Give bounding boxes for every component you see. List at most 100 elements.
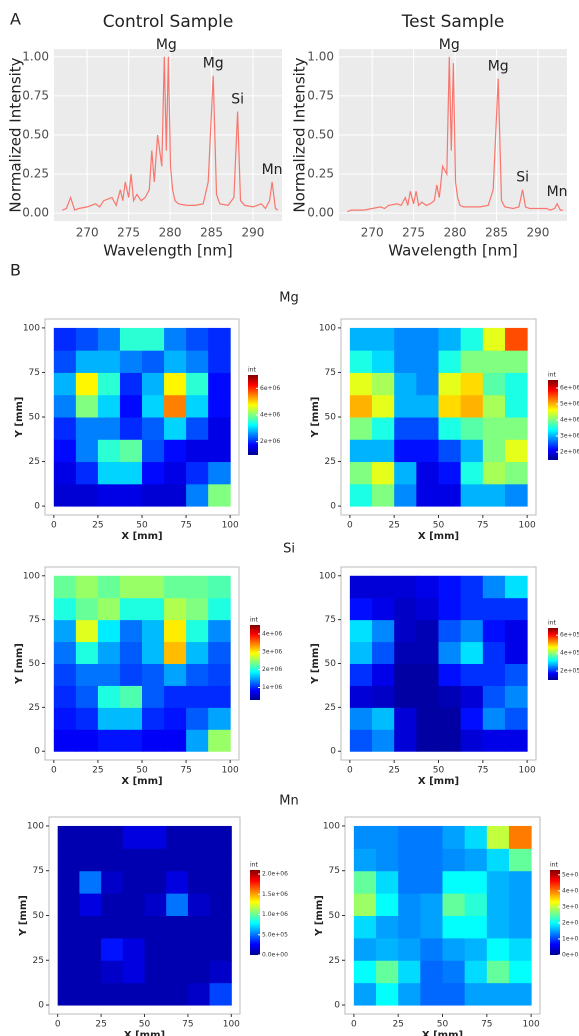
heat-cell	[144, 960, 167, 984]
x-tick-label: 100	[519, 521, 536, 531]
heat-cell	[508, 960, 532, 984]
colorbar-label: 4e+06	[262, 630, 282, 637]
heat-cell	[394, 394, 417, 418]
heat-cell	[504, 619, 528, 643]
heat-cell	[376, 937, 399, 961]
heat-cell	[97, 641, 121, 664]
heat-cell	[144, 870, 167, 894]
x-tick-label: 75	[477, 521, 488, 531]
heat-cell	[460, 327, 484, 351]
heat-cell	[53, 685, 77, 708]
heat-cell	[504, 575, 528, 599]
x-tick-label: 50	[136, 766, 148, 776]
y-tick-label: 0	[334, 1001, 340, 1011]
heat-cell	[416, 729, 439, 752]
heat-cell	[416, 619, 439, 643]
heat-cell	[504, 483, 528, 507]
x-tick-label: 0	[55, 1020, 61, 1030]
heat-cell	[75, 350, 99, 373]
heat-cell	[372, 597, 395, 621]
heat-cell	[186, 417, 209, 440]
heat-cell	[398, 915, 421, 939]
x-tick-label: 75	[477, 766, 488, 776]
colorbar-label: 3e+0	[562, 903, 579, 910]
heat-cell	[166, 870, 189, 894]
heat-cell	[164, 327, 187, 351]
heat-cell	[504, 597, 528, 621]
heat-cell	[119, 483, 143, 507]
x-tick-label: 25	[388, 766, 399, 776]
y-tick-label: 0.25	[307, 167, 334, 181]
heat-cell	[142, 372, 165, 396]
x-tick-label: 100	[222, 766, 239, 776]
heat-cell	[142, 394, 165, 418]
heat-cell	[142, 327, 165, 351]
heat-cell	[460, 707, 484, 730]
heat-cell	[119, 729, 143, 752]
row-label: Si	[283, 542, 295, 557]
heat-cell	[442, 893, 466, 916]
heat-cell	[420, 848, 443, 872]
heat-cell	[482, 350, 506, 373]
colorbar-title: int	[550, 862, 558, 869]
heat-cell	[97, 394, 121, 418]
heat-cell	[186, 619, 209, 643]
heat-cell	[164, 461, 187, 485]
heat-cell	[209, 825, 232, 849]
heat-cell	[394, 327, 417, 351]
heat-cell	[142, 350, 165, 373]
heat-cell	[442, 982, 466, 1006]
heat-cell	[416, 417, 439, 440]
y-tick-label: 1.00	[22, 49, 49, 63]
chart-title: Test Sample	[401, 12, 505, 32]
y-tick-label: 50	[329, 911, 341, 921]
heat-cell	[394, 417, 417, 440]
colorbar-label: 2e+06	[260, 438, 280, 445]
heat-cell	[208, 461, 231, 485]
heat-cell	[119, 417, 143, 440]
panel-label: A	[10, 10, 21, 29]
heat-cell	[349, 372, 373, 396]
y-tick-label: 0.75	[307, 88, 334, 102]
heat-cell	[486, 848, 510, 872]
heat-cell	[504, 372, 528, 396]
heat-cell	[394, 641, 417, 664]
heat-cell	[486, 870, 510, 894]
y-tick-label: 75	[325, 368, 336, 378]
colorbar-label: 6e+06	[260, 385, 280, 392]
y-tick-label: 75	[329, 866, 340, 876]
heat-cell	[164, 685, 187, 708]
colorbar-title: int	[250, 617, 258, 624]
x-axis-label: X [mm]	[418, 531, 459, 542]
heat-cell	[420, 982, 443, 1006]
heat-cell	[142, 597, 165, 621]
heat-cell	[144, 982, 167, 1006]
heat-cell	[460, 619, 484, 643]
heat-cell	[482, 417, 506, 440]
heat-cell	[349, 350, 373, 373]
heat-cell	[208, 707, 231, 730]
x-tick-label: 75	[180, 766, 191, 776]
x-tick-label: 285	[485, 226, 508, 240]
heat-cell	[398, 982, 421, 1006]
heat-cell	[460, 729, 484, 752]
heat-cell	[482, 641, 506, 664]
heat-cell	[482, 372, 506, 396]
x-tick-label: 280	[159, 226, 182, 240]
heat-cell	[376, 848, 399, 872]
heat-cell	[508, 870, 532, 894]
heat-cell	[186, 641, 209, 664]
heat-cell	[353, 848, 377, 872]
heat-cell	[460, 575, 484, 599]
heat-cell	[209, 870, 232, 894]
heat-cell	[209, 982, 232, 1006]
y-tick-label: 75	[29, 615, 40, 625]
x-tick-label: 280	[444, 226, 467, 240]
peak-label: Mg	[439, 37, 460, 53]
heat-cell	[208, 417, 231, 440]
heat-cell	[122, 870, 145, 894]
heat-cell	[75, 729, 99, 752]
colorbar	[550, 870, 560, 955]
x-axis-label: X [mm]	[124, 1030, 165, 1036]
heat-cell	[349, 394, 373, 418]
